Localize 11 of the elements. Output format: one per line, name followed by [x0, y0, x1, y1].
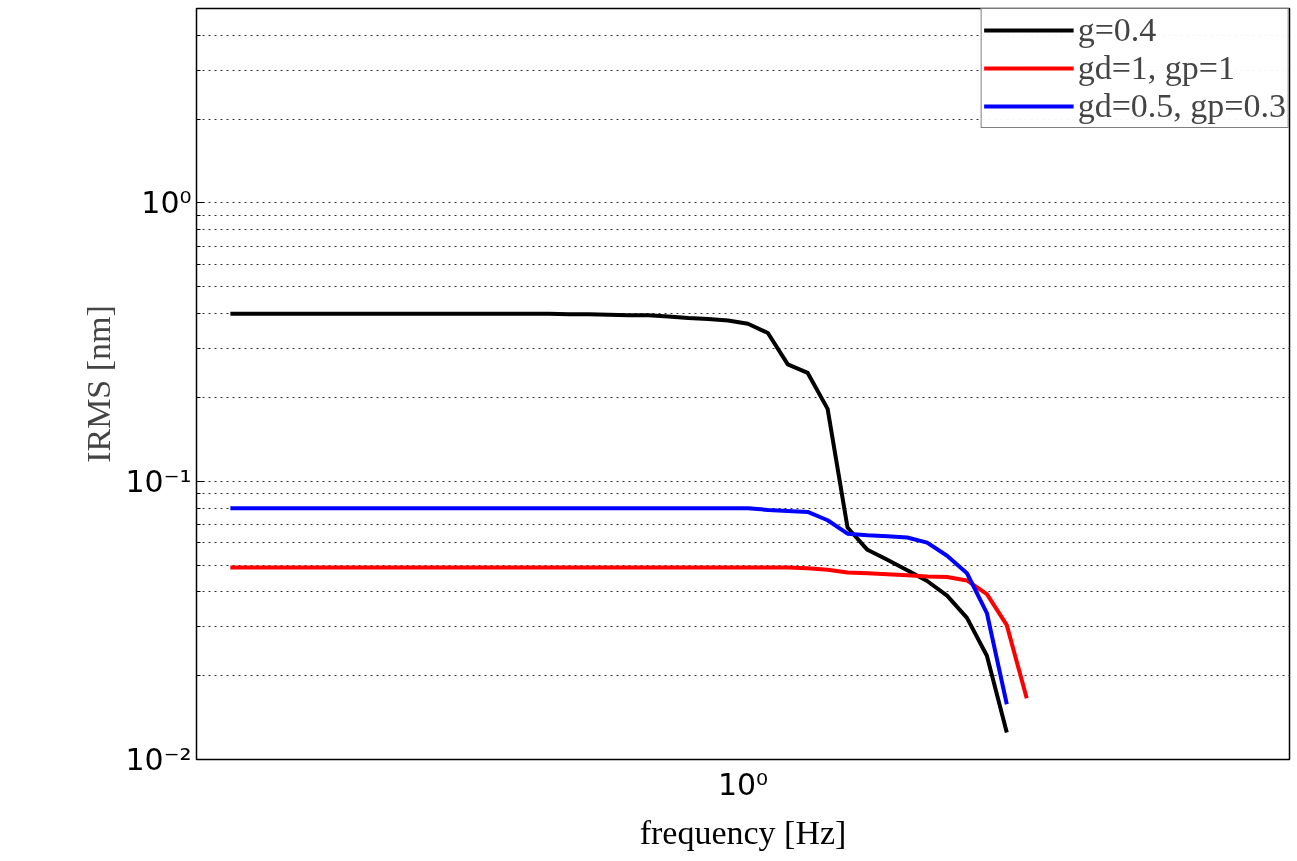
y-tick-label: 10⁰ — [141, 185, 192, 221]
line-series — [228, 506, 1009, 707]
y-axis-title: IRMS [nm] — [80, 305, 118, 463]
x-axis-title: frequency [Hz] — [639, 813, 847, 851]
legend-label: g=0.4 — [1077, 11, 1157, 49]
text: 10⁰ — [717, 766, 769, 802]
legend-label: gd=1, gp=1 — [1077, 49, 1235, 87]
legend-label: gd=0.5, gp=0.3 — [1077, 87, 1286, 125]
line-series — [228, 565, 1029, 701]
y-tick-label: 10⁻² — [125, 742, 192, 777]
y-tick-label: 10⁻¹ — [125, 463, 192, 499]
